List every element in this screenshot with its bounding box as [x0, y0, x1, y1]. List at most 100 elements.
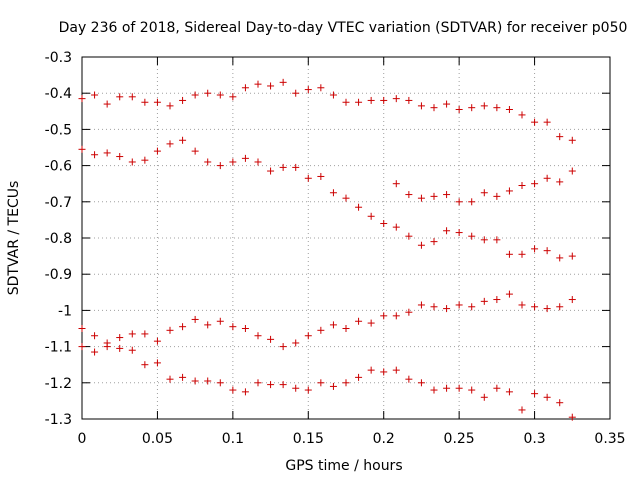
data-point: [355, 98, 363, 106]
data-point: [116, 344, 124, 352]
data-point: [468, 232, 476, 240]
data-point: [329, 321, 337, 329]
y-tick-label: -1.3: [45, 412, 72, 428]
data-point: [153, 98, 161, 106]
data-point: [493, 236, 501, 244]
data-point: [543, 118, 551, 126]
y-tick-label: -0.9: [45, 267, 72, 283]
data-point: [505, 105, 513, 113]
data-point: [254, 80, 262, 88]
data-point: [355, 373, 363, 381]
data-point: [153, 359, 161, 367]
data-point: [468, 198, 476, 206]
data-point: [392, 312, 400, 320]
data-point: [355, 317, 363, 325]
y-tick-label: -1.1: [45, 340, 72, 356]
data-point: [166, 326, 174, 334]
data-point: [568, 413, 576, 421]
data-point: [556, 303, 564, 311]
data-point: [505, 290, 513, 298]
data-point: [166, 102, 174, 110]
data-point: [367, 96, 375, 104]
data-point: [241, 84, 249, 92]
data-point: [505, 388, 513, 396]
data-point: [443, 191, 451, 199]
data-point: [241, 154, 249, 162]
data-point: [128, 158, 136, 166]
data-point: [78, 343, 86, 351]
data-point: [531, 118, 539, 126]
data-point: [279, 78, 287, 86]
data-point: [279, 163, 287, 171]
data-point: [141, 330, 149, 338]
data-point: [204, 89, 212, 97]
data-point: [493, 296, 501, 304]
data-point: [317, 84, 325, 92]
data-point: [543, 174, 551, 182]
data-point: [179, 373, 187, 381]
data-point: [556, 399, 564, 407]
y-axis-ticks: -0.3 -0.4 -0.5 -0.6 -0.7 -0.8 -0.9 -1 -1.1 -1.2 -1…: [45, 50, 610, 428]
y-tick-label: -0.7: [45, 195, 72, 211]
data-point: [128, 93, 136, 101]
data-point: [179, 323, 187, 331]
data-point: [91, 151, 99, 159]
data-point: [518, 111, 526, 119]
data-point: [468, 386, 476, 394]
data-point: [229, 158, 237, 166]
data-point: [480, 189, 488, 197]
data-point: [568, 136, 576, 144]
data-point: [556, 178, 564, 186]
data-point: [78, 325, 86, 332]
data-point: [392, 223, 400, 231]
y-tick-label: -0.6: [45, 159, 72, 175]
data-point: [518, 301, 526, 309]
y-tick-label: -0.4: [45, 86, 72, 102]
data-point: [531, 303, 539, 311]
data-point: [417, 379, 425, 387]
data-point: [493, 192, 501, 200]
data-point: [480, 393, 488, 401]
data-points: [78, 78, 576, 421]
data-point: [216, 91, 224, 99]
data-point: [430, 303, 438, 311]
data-point: [91, 348, 99, 356]
data-point: [128, 330, 136, 338]
data-point: [179, 136, 187, 144]
x-tick-label: 0: [78, 431, 87, 447]
x-tick-label: 0.3: [523, 431, 545, 447]
data-point: [103, 149, 111, 157]
data-point: [468, 303, 476, 311]
data-point: [367, 319, 375, 327]
data-point: [405, 308, 413, 316]
data-point: [166, 375, 174, 383]
data-point: [229, 323, 237, 331]
data-point: [267, 335, 275, 343]
data-point: [455, 198, 463, 206]
data-point: [568, 167, 576, 175]
y-tick-label: -0.5: [45, 122, 72, 138]
data-point: [430, 238, 438, 246]
data-point: [342, 194, 350, 202]
data-point: [191, 91, 199, 99]
data-point: [141, 98, 149, 106]
data-point: [430, 192, 438, 200]
data-point: [292, 384, 300, 392]
data-point: [103, 343, 111, 351]
data-point: [229, 93, 237, 101]
data-point: [241, 325, 249, 332]
data-point: [267, 167, 275, 175]
data-point: [141, 156, 149, 164]
data-point: [254, 379, 262, 387]
data-point: [317, 172, 325, 180]
data-point: [556, 133, 564, 141]
data-point: [556, 254, 564, 262]
data-point: [191, 315, 199, 323]
data-point: [380, 368, 388, 376]
data-point: [329, 382, 337, 390]
data-point: [543, 305, 551, 313]
data-point: [430, 386, 438, 394]
data-point: [392, 180, 400, 188]
data-point: [204, 321, 212, 329]
y-tick-label: -0.3: [45, 50, 72, 66]
